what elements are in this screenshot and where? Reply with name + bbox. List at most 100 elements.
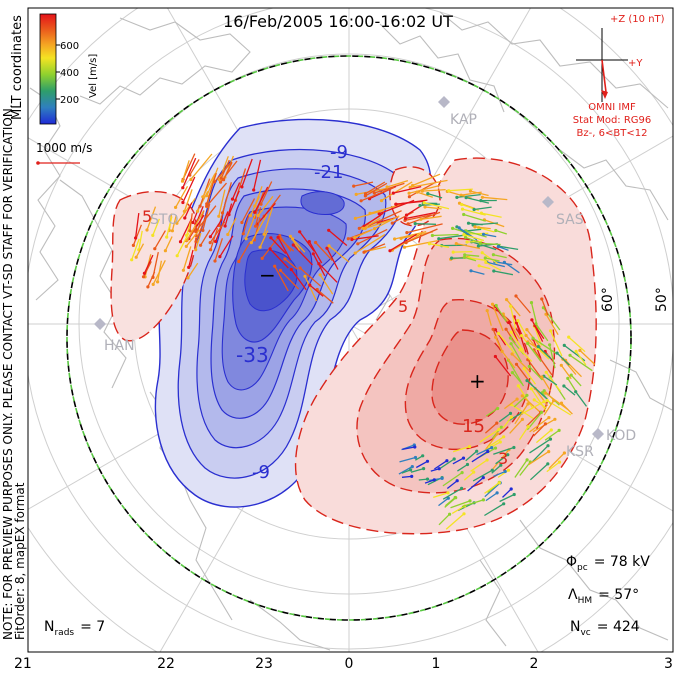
- velocity-vector-origin: [258, 245, 262, 249]
- velocity-vector-origin: [495, 432, 499, 436]
- velocity-vector-origin: [453, 495, 457, 500]
- velocity-vector: [514, 459, 528, 478]
- velocity-vector: [502, 488, 512, 498]
- velocity-vector: [146, 206, 157, 231]
- velocity-vector-origin: [562, 451, 567, 455]
- velocity-vector: [579, 349, 596, 365]
- velocity-vector: [363, 243, 386, 253]
- imf-source: OMNI IMF: [588, 102, 636, 113]
- velocity-vector: [260, 181, 273, 205]
- n-rads: Nrads = 7: [44, 619, 105, 638]
- velocity-vector-origin: [141, 275, 146, 279]
- velocity-vector-origin: [450, 256, 454, 260]
- velocity-vector: [448, 188, 473, 192]
- velocity-vector: [545, 392, 569, 411]
- velocity-vector: [407, 211, 441, 225]
- velocity-vector-origin: [475, 449, 479, 453]
- velocity-vector-origin: [454, 242, 458, 246]
- velocity-vector: [241, 158, 253, 188]
- velocity-vector-origin: [481, 498, 485, 502]
- velocity-vector: [274, 265, 289, 292]
- velocity-vector-origin: [516, 384, 521, 388]
- velocity-vector-origin: [403, 216, 408, 221]
- velocity-vector: [526, 411, 542, 427]
- velocity-vector-origin: [464, 196, 468, 200]
- velocity-vector-origin: [527, 364, 531, 368]
- velocity-vector-origin: [512, 445, 516, 450]
- velocity-vector: [466, 240, 483, 243]
- velocity-vector-origin: [404, 213, 409, 217]
- velocity-vector: [570, 374, 582, 387]
- velocity-vector: [450, 500, 471, 509]
- velocity-vector-origin: [184, 244, 188, 248]
- velocity-vector-origin: [540, 375, 544, 379]
- velocity-vector-origin: [540, 410, 544, 414]
- velocity-vector-origin: [491, 327, 495, 331]
- velocity-vector: [444, 497, 456, 507]
- velocity-vector-origin: [134, 236, 138, 240]
- velocity-vector-origin: [532, 398, 536, 402]
- velocity-vector: [393, 185, 422, 194]
- velocity-vector: [195, 211, 209, 242]
- velocity-vector: [186, 211, 204, 241]
- velocity-vector: [437, 458, 455, 471]
- velocity-vector: [354, 228, 373, 239]
- velocity-vector-origin: [546, 462, 550, 466]
- velocity-vector-origin: [562, 343, 566, 347]
- velocity-vector: [513, 394, 528, 408]
- velocity-vector-origin: [226, 232, 230, 237]
- velocity-vector: [502, 416, 512, 429]
- velocity-vector-origin: [208, 235, 212, 239]
- velocity-vector-origin: [422, 467, 426, 471]
- velocity-vector-origin: [455, 479, 459, 483]
- velocity-vector: [497, 332, 516, 354]
- velocity-vector-origin: [509, 487, 513, 491]
- imf-model: Stat Mod: RG96: [573, 115, 652, 126]
- velocity-vector-origin: [404, 241, 408, 245]
- velocity-vector: [495, 454, 509, 465]
- lambda-hm-symbol: Λ: [568, 587, 578, 603]
- velocity-vector: [179, 217, 193, 242]
- velocity-vector: [187, 262, 199, 279]
- velocity-vector-origin: [175, 221, 179, 225]
- velocity-colorbar: 600 400 200 Vel [m/s]: [39, 13, 99, 125]
- velocity-vector: [202, 173, 216, 198]
- velocity-vector: [190, 153, 213, 180]
- velocity-vector: [166, 216, 173, 238]
- velocity-vector: [206, 167, 219, 196]
- velocity-vector-origin: [451, 226, 455, 230]
- velocity-vector-origin: [151, 233, 155, 237]
- velocity-vector: [254, 186, 263, 207]
- velocity-vector-origin: [407, 195, 411, 199]
- velocity-vector: [292, 244, 313, 266]
- velocity-vector: [404, 239, 438, 248]
- velocity-vector-origin: [175, 254, 179, 258]
- velocity-vector: [292, 238, 306, 253]
- velocity-vector: [494, 329, 507, 346]
- velocity-vector-origin: [391, 191, 395, 195]
- velocity-vector-origin: [508, 304, 513, 308]
- velocity-vector: [515, 295, 531, 314]
- velocity-vector-origin: [481, 232, 486, 236]
- velocity-vector: [481, 212, 502, 218]
- velocity-vector: [374, 182, 405, 194]
- velocity-vector-origin: [256, 213, 260, 218]
- velocity-vector: [528, 451, 550, 466]
- velocity-vector: [521, 401, 545, 415]
- velocity-vector-origin: [534, 322, 538, 326]
- velocity-vector-origin: [553, 417, 557, 421]
- velocity-vector: [309, 284, 324, 297]
- velocity-vector-origin: [507, 320, 511, 325]
- velocity-vector: [453, 250, 473, 253]
- velocity-vector: [514, 403, 529, 425]
- velocity-vector-origin: [544, 370, 548, 374]
- velocity-vector: [467, 477, 484, 492]
- velocity-vector-origin: [420, 189, 424, 193]
- velocity-vector-origin: [426, 192, 430, 196]
- velocity-vector: [362, 217, 381, 229]
- velocity-vector: [470, 270, 485, 275]
- velocity-vector-origin: [494, 303, 498, 308]
- velocity-vector: [463, 233, 485, 242]
- velocity-vector-origin: [289, 267, 293, 272]
- velocity-vector: [279, 235, 292, 252]
